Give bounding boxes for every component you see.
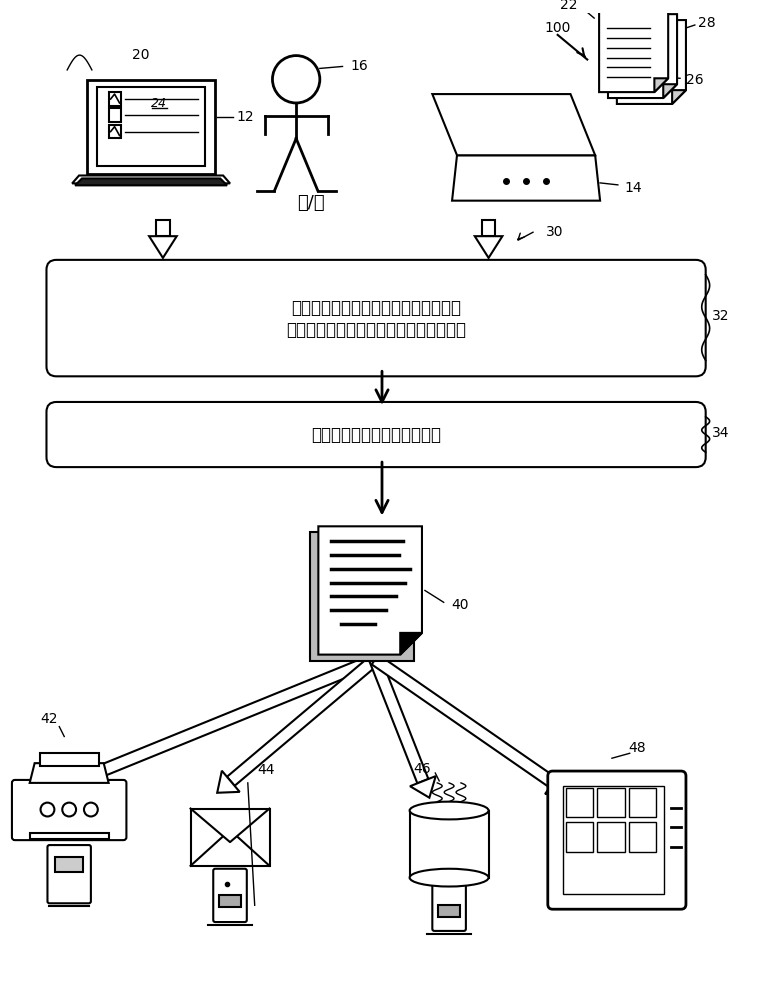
Polygon shape: [597, 822, 625, 852]
Text: 和/或: 和/或: [297, 194, 325, 212]
Text: 48: 48: [629, 741, 646, 755]
Polygon shape: [84, 758, 105, 784]
Polygon shape: [310, 532, 414, 661]
Polygon shape: [87, 80, 215, 174]
Text: 42: 42: [40, 712, 57, 726]
Polygon shape: [562, 786, 664, 894]
Text: 24: 24: [151, 97, 167, 110]
Polygon shape: [672, 90, 686, 104]
Text: 22: 22: [560, 0, 578, 12]
FancyBboxPatch shape: [47, 845, 91, 903]
FancyBboxPatch shape: [213, 869, 247, 922]
Polygon shape: [55, 857, 83, 872]
Text: 26: 26: [686, 73, 704, 87]
Polygon shape: [629, 788, 656, 817]
Polygon shape: [319, 526, 422, 655]
FancyBboxPatch shape: [12, 780, 126, 840]
Text: 34: 34: [712, 426, 729, 440]
Polygon shape: [217, 771, 240, 793]
Polygon shape: [608, 14, 677, 98]
Polygon shape: [599, 8, 668, 92]
Polygon shape: [629, 822, 656, 852]
Text: 14: 14: [625, 181, 643, 195]
Text: 30: 30: [545, 225, 563, 239]
Polygon shape: [481, 220, 496, 236]
FancyBboxPatch shape: [548, 771, 686, 909]
Polygon shape: [655, 78, 668, 92]
Text: 20: 20: [132, 48, 150, 62]
FancyBboxPatch shape: [432, 880, 466, 931]
Polygon shape: [439, 905, 460, 917]
Polygon shape: [108, 125, 121, 138]
Polygon shape: [97, 87, 206, 166]
Polygon shape: [452, 155, 600, 201]
Ellipse shape: [410, 869, 489, 887]
Text: 40: 40: [452, 598, 469, 612]
Polygon shape: [617, 20, 686, 104]
Text: 28: 28: [698, 16, 715, 30]
Polygon shape: [190, 809, 270, 866]
Polygon shape: [565, 788, 593, 817]
FancyBboxPatch shape: [47, 260, 706, 376]
Polygon shape: [108, 92, 121, 106]
Polygon shape: [400, 633, 422, 655]
FancyBboxPatch shape: [47, 402, 706, 467]
Polygon shape: [75, 178, 227, 185]
Polygon shape: [432, 94, 595, 155]
Polygon shape: [227, 655, 379, 786]
Polygon shape: [156, 220, 170, 236]
Polygon shape: [597, 788, 625, 817]
Polygon shape: [30, 763, 108, 783]
Polygon shape: [410, 776, 435, 798]
Text: 并且对样本页面顺序分段以查找页码样式: 并且对样本页面顺序分段以查找页码样式: [286, 321, 466, 339]
Text: 12: 12: [236, 110, 254, 124]
Polygon shape: [219, 895, 241, 907]
Polygon shape: [565, 822, 593, 852]
Circle shape: [40, 803, 54, 816]
Polygon shape: [108, 108, 121, 122]
Text: 44: 44: [257, 763, 275, 777]
Text: 使用多个样本对具有页码的文档去页码: 使用多个样本对具有页码的文档去页码: [291, 299, 461, 317]
Polygon shape: [474, 236, 503, 258]
Text: 合并文档并重分页合并的文档: 合并文档并重分页合并的文档: [311, 426, 441, 444]
Circle shape: [62, 803, 76, 816]
Polygon shape: [99, 654, 377, 777]
Polygon shape: [149, 236, 176, 258]
Polygon shape: [372, 655, 556, 788]
Polygon shape: [30, 833, 108, 839]
Polygon shape: [545, 771, 568, 794]
Text: 32: 32: [712, 309, 729, 323]
Polygon shape: [40, 753, 99, 766]
Ellipse shape: [410, 802, 489, 819]
Text: 16: 16: [351, 59, 368, 73]
Polygon shape: [370, 657, 429, 783]
Polygon shape: [663, 84, 677, 98]
Circle shape: [84, 803, 98, 816]
Text: 100: 100: [545, 21, 571, 35]
Polygon shape: [72, 175, 230, 183]
Text: 46: 46: [414, 762, 432, 776]
